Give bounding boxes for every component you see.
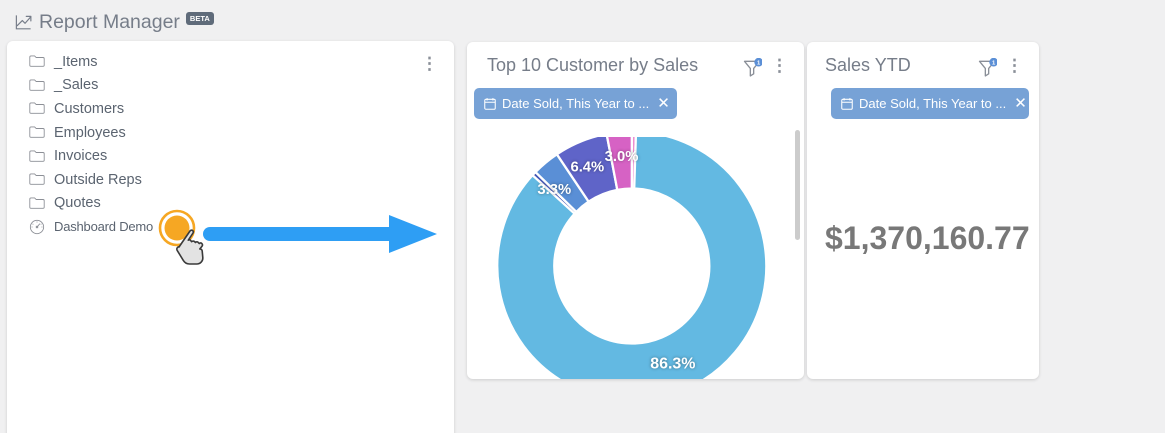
svg-text:3.3%: 3.3% bbox=[537, 182, 571, 198]
svg-text:3.0%: 3.0% bbox=[605, 149, 639, 165]
svg-text:86.3%: 86.3% bbox=[650, 356, 695, 373]
svg-text:6.4%: 6.4% bbox=[570, 159, 604, 175]
